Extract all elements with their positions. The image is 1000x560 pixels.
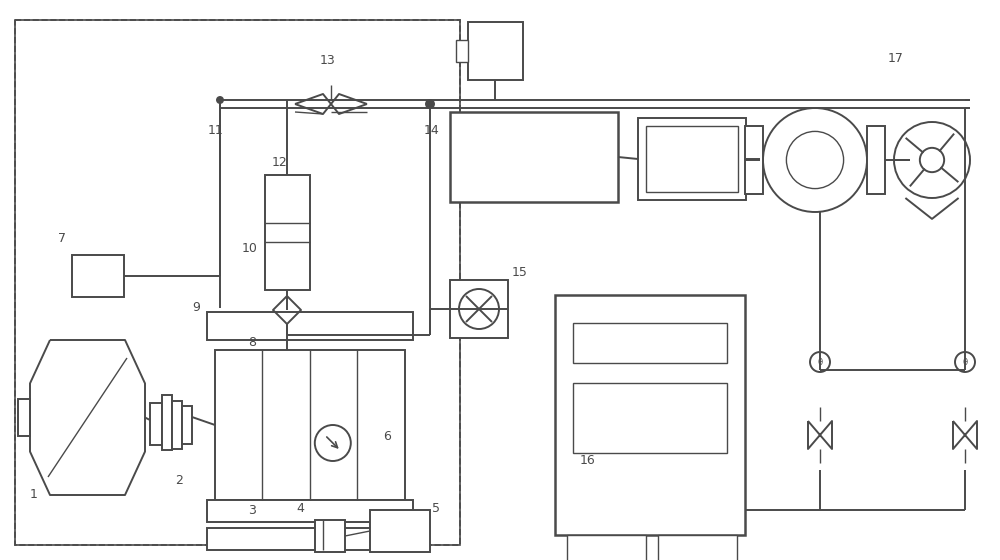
Text: 17: 17: [888, 52, 904, 64]
Bar: [573, 323, 727, 363]
Text: 6: 6: [383, 431, 391, 444]
Text: 3: 3: [248, 503, 256, 516]
Text: θ: θ: [962, 357, 968, 366]
Bar: [456, 40, 468, 62]
Bar: [215, 350, 405, 500]
Circle shape: [894, 122, 970, 198]
Bar: [315, 520, 345, 552]
Bar: [646, 126, 738, 192]
Text: 4: 4: [296, 502, 304, 515]
Text: 13: 13: [320, 54, 336, 67]
Text: 11: 11: [208, 124, 224, 137]
Bar: [172, 401, 182, 449]
Bar: [15, 20, 460, 545]
Text: θ: θ: [817, 357, 823, 366]
Circle shape: [217, 97, 223, 103]
Bar: [207, 500, 413, 522]
Bar: [867, 126, 885, 194]
Bar: [265, 175, 310, 290]
Bar: [150, 403, 162, 445]
Bar: [567, 535, 646, 560]
Bar: [370, 510, 430, 552]
Text: 7: 7: [58, 231, 66, 245]
Text: 5: 5: [432, 502, 440, 515]
Bar: [638, 118, 746, 200]
Bar: [450, 112, 618, 202]
Bar: [207, 528, 413, 550]
Text: 9: 9: [192, 301, 200, 314]
Bar: [162, 395, 172, 450]
Circle shape: [459, 289, 499, 329]
Text: 2: 2: [175, 474, 183, 487]
Text: 8: 8: [248, 335, 256, 348]
Circle shape: [920, 148, 944, 172]
Text: 1: 1: [30, 488, 38, 502]
Circle shape: [955, 352, 975, 372]
Bar: [72, 255, 124, 297]
Bar: [555, 295, 745, 535]
Bar: [207, 312, 413, 340]
Text: 16: 16: [580, 454, 596, 466]
Circle shape: [810, 352, 830, 372]
Bar: [573, 383, 727, 453]
Bar: [182, 406, 192, 444]
Circle shape: [763, 108, 867, 212]
Text: 15: 15: [512, 265, 528, 278]
Circle shape: [315, 425, 351, 461]
Bar: [745, 126, 763, 194]
Bar: [468, 22, 523, 80]
Bar: [658, 535, 737, 560]
Circle shape: [786, 132, 844, 189]
Bar: [15, 20, 460, 545]
Text: 12: 12: [272, 156, 288, 169]
Circle shape: [426, 100, 434, 108]
Text: 14: 14: [424, 124, 440, 137]
Bar: [18, 399, 30, 436]
Bar: [450, 280, 508, 338]
Text: 10: 10: [242, 241, 258, 254]
